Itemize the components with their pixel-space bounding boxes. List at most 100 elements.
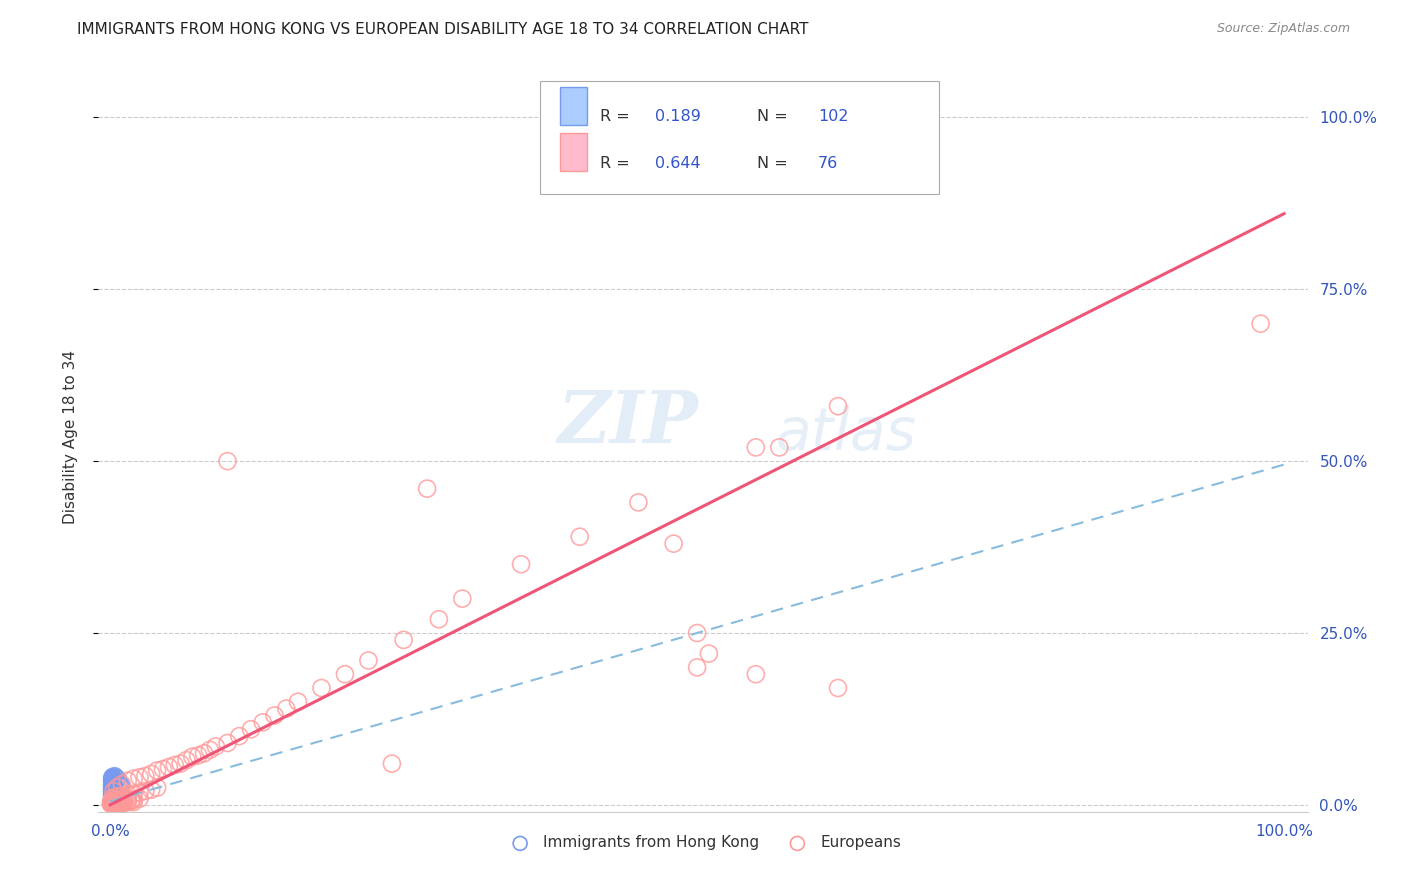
Point xyxy=(105,797,128,812)
Point xyxy=(101,777,124,791)
Point xyxy=(104,793,127,807)
Point xyxy=(104,797,127,812)
Point xyxy=(662,536,685,550)
Point xyxy=(103,792,125,806)
Point xyxy=(105,791,128,805)
Point xyxy=(101,793,124,807)
Point xyxy=(100,796,122,810)
Point xyxy=(105,773,128,788)
Point xyxy=(117,795,139,809)
Point xyxy=(100,797,122,812)
Point xyxy=(104,796,127,810)
Text: Source: ZipAtlas.com: Source: ZipAtlas.com xyxy=(1216,22,1350,36)
Point xyxy=(697,647,720,661)
Point xyxy=(100,782,122,797)
Point xyxy=(101,780,124,795)
Point xyxy=(103,795,125,809)
Point xyxy=(108,789,131,804)
Point xyxy=(100,797,122,812)
Point xyxy=(101,769,124,783)
Point xyxy=(105,794,128,808)
Point xyxy=(101,791,124,805)
Point xyxy=(117,773,139,788)
Text: R =: R = xyxy=(600,156,630,171)
Point xyxy=(105,797,128,811)
Point xyxy=(101,771,124,785)
Point xyxy=(100,780,122,794)
Point xyxy=(101,797,124,812)
Point xyxy=(101,797,124,811)
Point xyxy=(100,773,122,788)
Point xyxy=(103,793,125,807)
Point xyxy=(122,792,145,806)
Point xyxy=(100,783,122,797)
Point xyxy=(122,795,145,809)
Point xyxy=(101,774,124,789)
Point xyxy=(98,795,121,809)
Point xyxy=(100,796,122,810)
Text: 102: 102 xyxy=(818,109,848,124)
Point xyxy=(100,773,122,788)
Point xyxy=(157,760,180,774)
Point xyxy=(104,795,127,809)
Point xyxy=(101,786,124,800)
Point xyxy=(108,776,131,790)
Text: IMMIGRANTS FROM HONG KONG VS EUROPEAN DISABILITY AGE 18 TO 34 CORRELATION CHART: IMMIGRANTS FROM HONG KONG VS EUROPEAN DI… xyxy=(77,22,808,37)
Point xyxy=(134,784,156,798)
Point xyxy=(100,781,122,796)
Point xyxy=(100,795,122,809)
Point xyxy=(416,482,439,496)
Point xyxy=(103,797,125,812)
Text: 76: 76 xyxy=(818,156,838,171)
Point xyxy=(103,784,125,798)
Point xyxy=(111,789,134,803)
Point xyxy=(98,796,121,810)
Point xyxy=(103,791,125,805)
Point xyxy=(100,795,122,809)
Point xyxy=(108,797,131,811)
Point xyxy=(104,794,127,808)
Point xyxy=(111,779,134,793)
Point xyxy=(263,708,285,723)
FancyBboxPatch shape xyxy=(540,81,939,194)
Point xyxy=(104,787,127,801)
Point xyxy=(104,791,127,805)
Point xyxy=(103,797,125,811)
Point xyxy=(100,776,122,790)
Text: R =: R = xyxy=(600,109,630,124)
Point xyxy=(101,797,124,811)
Point xyxy=(240,723,263,737)
Point xyxy=(100,797,122,811)
Point xyxy=(187,748,209,763)
Point xyxy=(100,797,122,812)
Point xyxy=(101,784,124,798)
Point xyxy=(768,441,790,455)
Text: N =: N = xyxy=(758,156,789,171)
Point xyxy=(103,782,125,797)
Point xyxy=(827,399,849,413)
Point xyxy=(100,797,122,811)
Point xyxy=(100,795,122,809)
Point xyxy=(108,797,131,812)
Point xyxy=(686,660,709,674)
Text: atlas: atlas xyxy=(776,405,917,462)
Point xyxy=(110,794,132,808)
Point xyxy=(100,778,122,792)
Point xyxy=(103,785,125,799)
Point xyxy=(101,782,124,797)
Point xyxy=(101,792,124,806)
Point xyxy=(204,739,226,754)
Point xyxy=(112,796,135,810)
Point xyxy=(100,795,122,809)
Point xyxy=(827,681,849,695)
Point xyxy=(100,797,122,811)
Point xyxy=(101,789,124,803)
Point xyxy=(627,495,650,509)
Point xyxy=(103,797,125,811)
Point xyxy=(105,796,128,810)
Point xyxy=(105,794,128,808)
Point xyxy=(141,767,163,781)
Point xyxy=(101,797,124,811)
Point xyxy=(105,796,128,810)
Point xyxy=(108,796,131,810)
